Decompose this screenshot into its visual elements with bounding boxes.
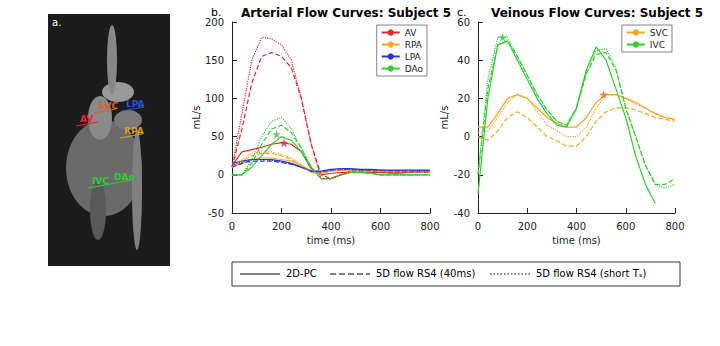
svg-text:0: 0 <box>218 169 224 180</box>
svg-text:2D-PC: 2D-PC <box>286 268 317 279</box>
svg-text:RPA: RPA <box>124 126 144 136</box>
svg-text:60: 60 <box>457 16 470 28</box>
svg-text:-40: -40 <box>454 208 470 219</box>
svg-text:IVC: IVC <box>92 176 109 186</box>
svg-text:mL/s: mL/s <box>191 106 202 130</box>
svg-text:b.: b. <box>211 6 221 19</box>
svg-text:AV: AV <box>405 28 418 38</box>
svg-text:50: 50 <box>211 131 224 142</box>
svg-text:200: 200 <box>204 16 224 28</box>
svg-text:LPA: LPA <box>126 99 145 109</box>
svg-text:DAo: DAo <box>114 172 135 182</box>
svg-text:Arterial Flow Curves: Subject: Arterial Flow Curves: Subject 5 <box>241 6 451 20</box>
svg-text:0: 0 <box>475 221 481 232</box>
svg-text:time (ms): time (ms) <box>307 235 356 246</box>
svg-text:200: 200 <box>272 221 291 232</box>
svg-text:DAo: DAo <box>405 64 424 74</box>
svg-text:-20: -20 <box>454 169 470 180</box>
svg-text:SVC: SVC <box>650 28 668 38</box>
svg-text:time (ms): time (ms) <box>552 235 601 246</box>
svg-text:5D flow RS4 (short Tₛ): 5D flow RS4 (short Tₛ) <box>536 268 646 279</box>
svg-text:0: 0 <box>464 131 470 142</box>
svg-text:c.: c. <box>457 6 467 19</box>
svg-text:IVC: IVC <box>650 40 665 50</box>
svg-text:800: 800 <box>420 221 439 232</box>
svg-text:a.: a. <box>52 17 61 28</box>
svg-text:5D flow RS4 (40ms): 5D flow RS4 (40ms) <box>376 268 475 279</box>
svg-text:40: 40 <box>457 55 470 66</box>
svg-text:20: 20 <box>457 93 470 104</box>
svg-text:200: 200 <box>518 221 537 232</box>
svg-text:-50: -50 <box>208 208 224 219</box>
svg-text:400: 400 <box>567 221 586 232</box>
svg-text:600: 600 <box>371 221 390 232</box>
svg-text:600: 600 <box>616 221 635 232</box>
svg-text:400: 400 <box>321 221 340 232</box>
svg-text:100: 100 <box>205 93 224 104</box>
svg-text:mL/s: mL/s <box>439 106 450 130</box>
svg-text:800: 800 <box>665 221 684 232</box>
svg-text:150: 150 <box>205 55 224 66</box>
svg-text:0: 0 <box>229 221 235 232</box>
svg-text:LPA: LPA <box>405 52 422 62</box>
svg-text:SVC: SVC <box>98 101 118 111</box>
svg-text:Veinous Flow Curves: Subject 5: Veinous Flow Curves: Subject 5 <box>491 6 703 20</box>
svg-text:RPA: RPA <box>405 40 423 50</box>
svg-text:AV: AV <box>80 114 93 124</box>
